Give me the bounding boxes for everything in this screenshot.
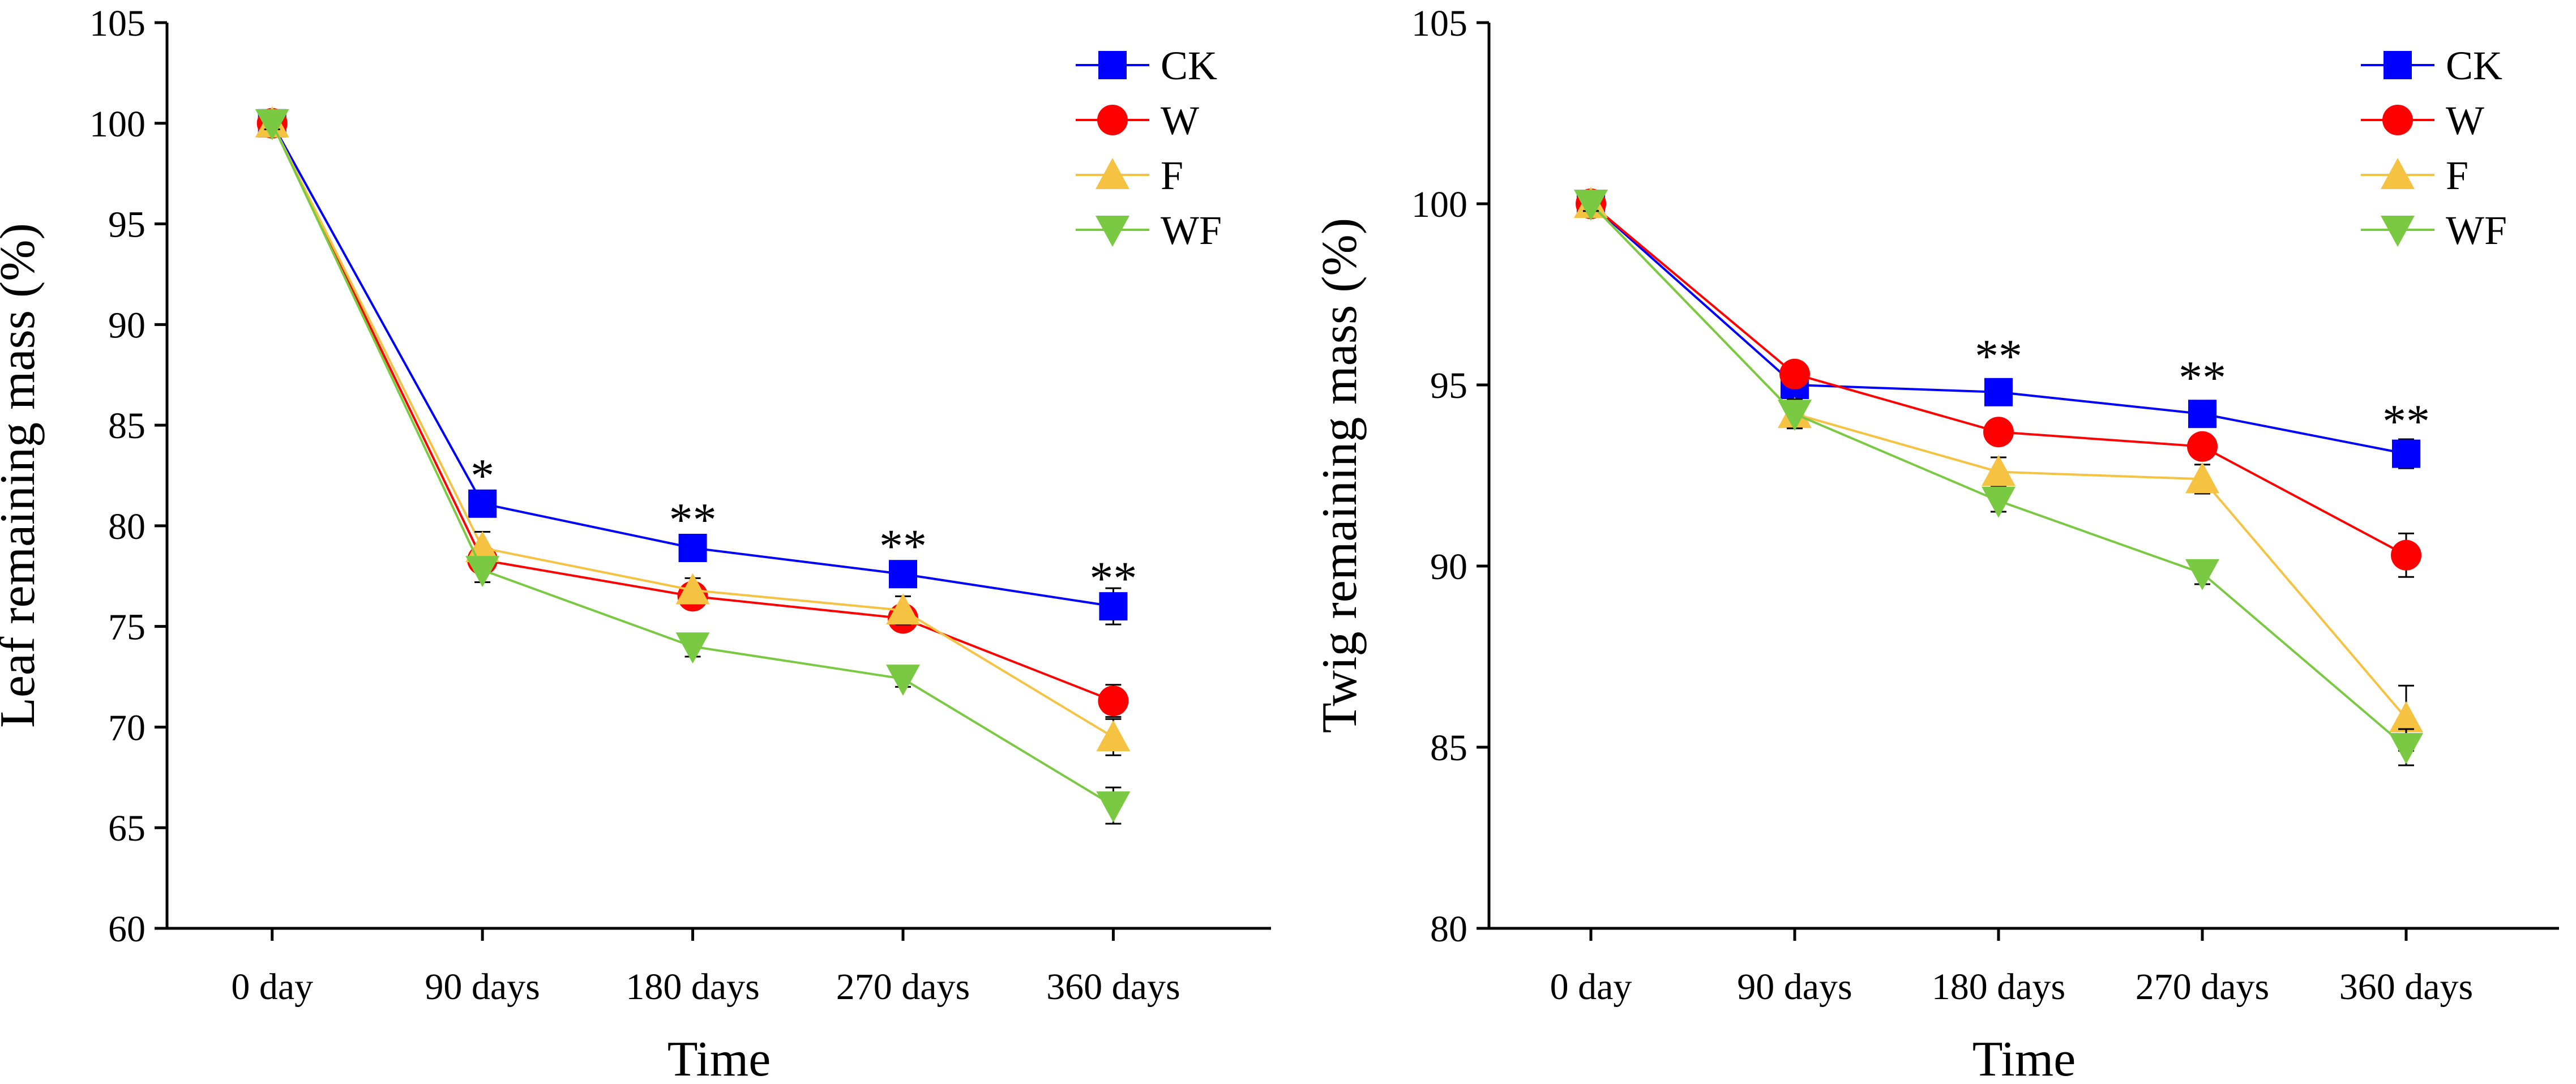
y-axis-title: Leaf remaining mass (%) (0, 223, 45, 728)
legend-marker-w (2382, 105, 2413, 135)
x-tick-label: 180 days (1932, 966, 2065, 1008)
legend-label-w: W (1161, 98, 1199, 143)
data-point-wf (2389, 733, 2423, 764)
leaf-remaining-mass-chart: 60 65 70 75 80 85 90 95 100 105 0 day 90 days 180 da… (0, 3, 1271, 1084)
legend-marker-wf (2381, 216, 2415, 247)
x-axis-title: Time (1972, 1032, 2076, 1084)
data-point-wf (1096, 791, 1131, 823)
legend-label-ck: CK (1161, 43, 1217, 88)
y-tick-label: 95 (1430, 365, 1467, 406)
data-point-ck (2188, 400, 2216, 429)
data-point-ck (1099, 592, 1128, 621)
legend-label-w: W (2446, 98, 2484, 143)
x-tick-label: 90 days (425, 966, 540, 1008)
x-tick-label: 180 days (626, 966, 759, 1008)
y-tick-label: 60 (108, 909, 146, 950)
data-point-ck (889, 560, 917, 589)
significance-marker: ** (879, 520, 927, 572)
legend-label-f: F (2446, 153, 2468, 198)
y-tick-label: 105 (1411, 3, 1467, 44)
legend-label-wf: WF (1161, 208, 1222, 253)
significance-marker: ** (2382, 395, 2430, 448)
legend-marker-ck (2384, 51, 2412, 79)
y-tick-label: 85 (108, 405, 146, 447)
data-point-w (2391, 539, 2421, 571)
data-point-w (1098, 685, 1129, 717)
legend-marker-f (1096, 158, 1129, 189)
y-tick-label: 80 (108, 506, 146, 547)
x-tick-label: 90 days (1737, 966, 1852, 1008)
significance-marker: ** (669, 494, 717, 546)
y-tick-label: 75 (108, 607, 146, 648)
y-tick-label: 85 (1430, 727, 1467, 769)
data-point-ck (2392, 439, 2420, 468)
data-point-wf (1574, 190, 1608, 221)
legend-marker-f (2381, 158, 2415, 189)
significance-marker: ** (1975, 330, 2022, 383)
y-tick-label: 105 (89, 3, 146, 44)
data-point-wf (886, 665, 920, 696)
legend-marker-wf (1096, 216, 1129, 247)
data-point-wf (675, 632, 710, 664)
y-axis-title: Twig remaining mass (%) (1312, 218, 1367, 733)
data-point-f (2389, 701, 2423, 732)
y-tick-label: 90 (1430, 546, 1467, 588)
data-point-w (1779, 358, 1810, 389)
x-tick-label: 0 day (1550, 966, 1632, 1008)
x-axis-title: Time (667, 1032, 771, 1084)
x-tick-label: 0 day (231, 966, 313, 1008)
data-point-wf (1982, 486, 2016, 518)
data-point-f (1982, 455, 2016, 486)
legend-label-ck: CK (2446, 43, 2502, 88)
legend-label-wf: WF (2446, 208, 2507, 253)
data-point-wf (1778, 400, 1812, 431)
significance-marker: * (470, 449, 494, 502)
legend-label-f: F (1161, 153, 1183, 198)
data-point-f (675, 573, 710, 605)
legend: CK WF WF (2361, 43, 2507, 253)
data-point-ck (468, 489, 497, 518)
data-point-f (886, 593, 920, 625)
data-point-ck (678, 534, 707, 562)
series-wf (255, 109, 1131, 825)
data-point-w (2187, 431, 2218, 462)
data-point-ck (1984, 378, 2013, 406)
y-tick-label: 95 (108, 204, 146, 246)
twig-remaining-mass-chart: 80 85 90 95 100 105 0 day 90 days 180 days 270 da… (1312, 3, 2559, 1084)
significance-marker: ** (1089, 552, 1137, 605)
data-point-w (1983, 417, 2014, 448)
data-point-wf (465, 556, 500, 588)
x-tick-label: 360 days (2339, 966, 2473, 1008)
y-tick-label: 65 (108, 808, 146, 849)
x-tick-label: 360 days (1046, 966, 1180, 1008)
y-tick-label: 100 (89, 104, 146, 145)
y-tick-label: 80 (1430, 909, 1467, 950)
legend: CK WF WF (1076, 43, 1222, 253)
data-point-wf (2185, 559, 2219, 590)
y-tick-label: 70 (108, 707, 146, 748)
legend-marker-w (1097, 105, 1128, 135)
y-tick-label: 90 (108, 305, 146, 346)
data-point-f (1096, 720, 1131, 752)
significance-marker: ** (2179, 352, 2226, 404)
x-tick-label: 270 days (836, 966, 970, 1008)
series-wf (1574, 190, 2423, 766)
legend-marker-ck (1098, 51, 1127, 79)
x-tick-label: 270 days (2136, 966, 2269, 1008)
data-point-wf (255, 109, 289, 140)
data-point-f (2185, 462, 2219, 494)
y-tick-label: 100 (1411, 184, 1467, 225)
